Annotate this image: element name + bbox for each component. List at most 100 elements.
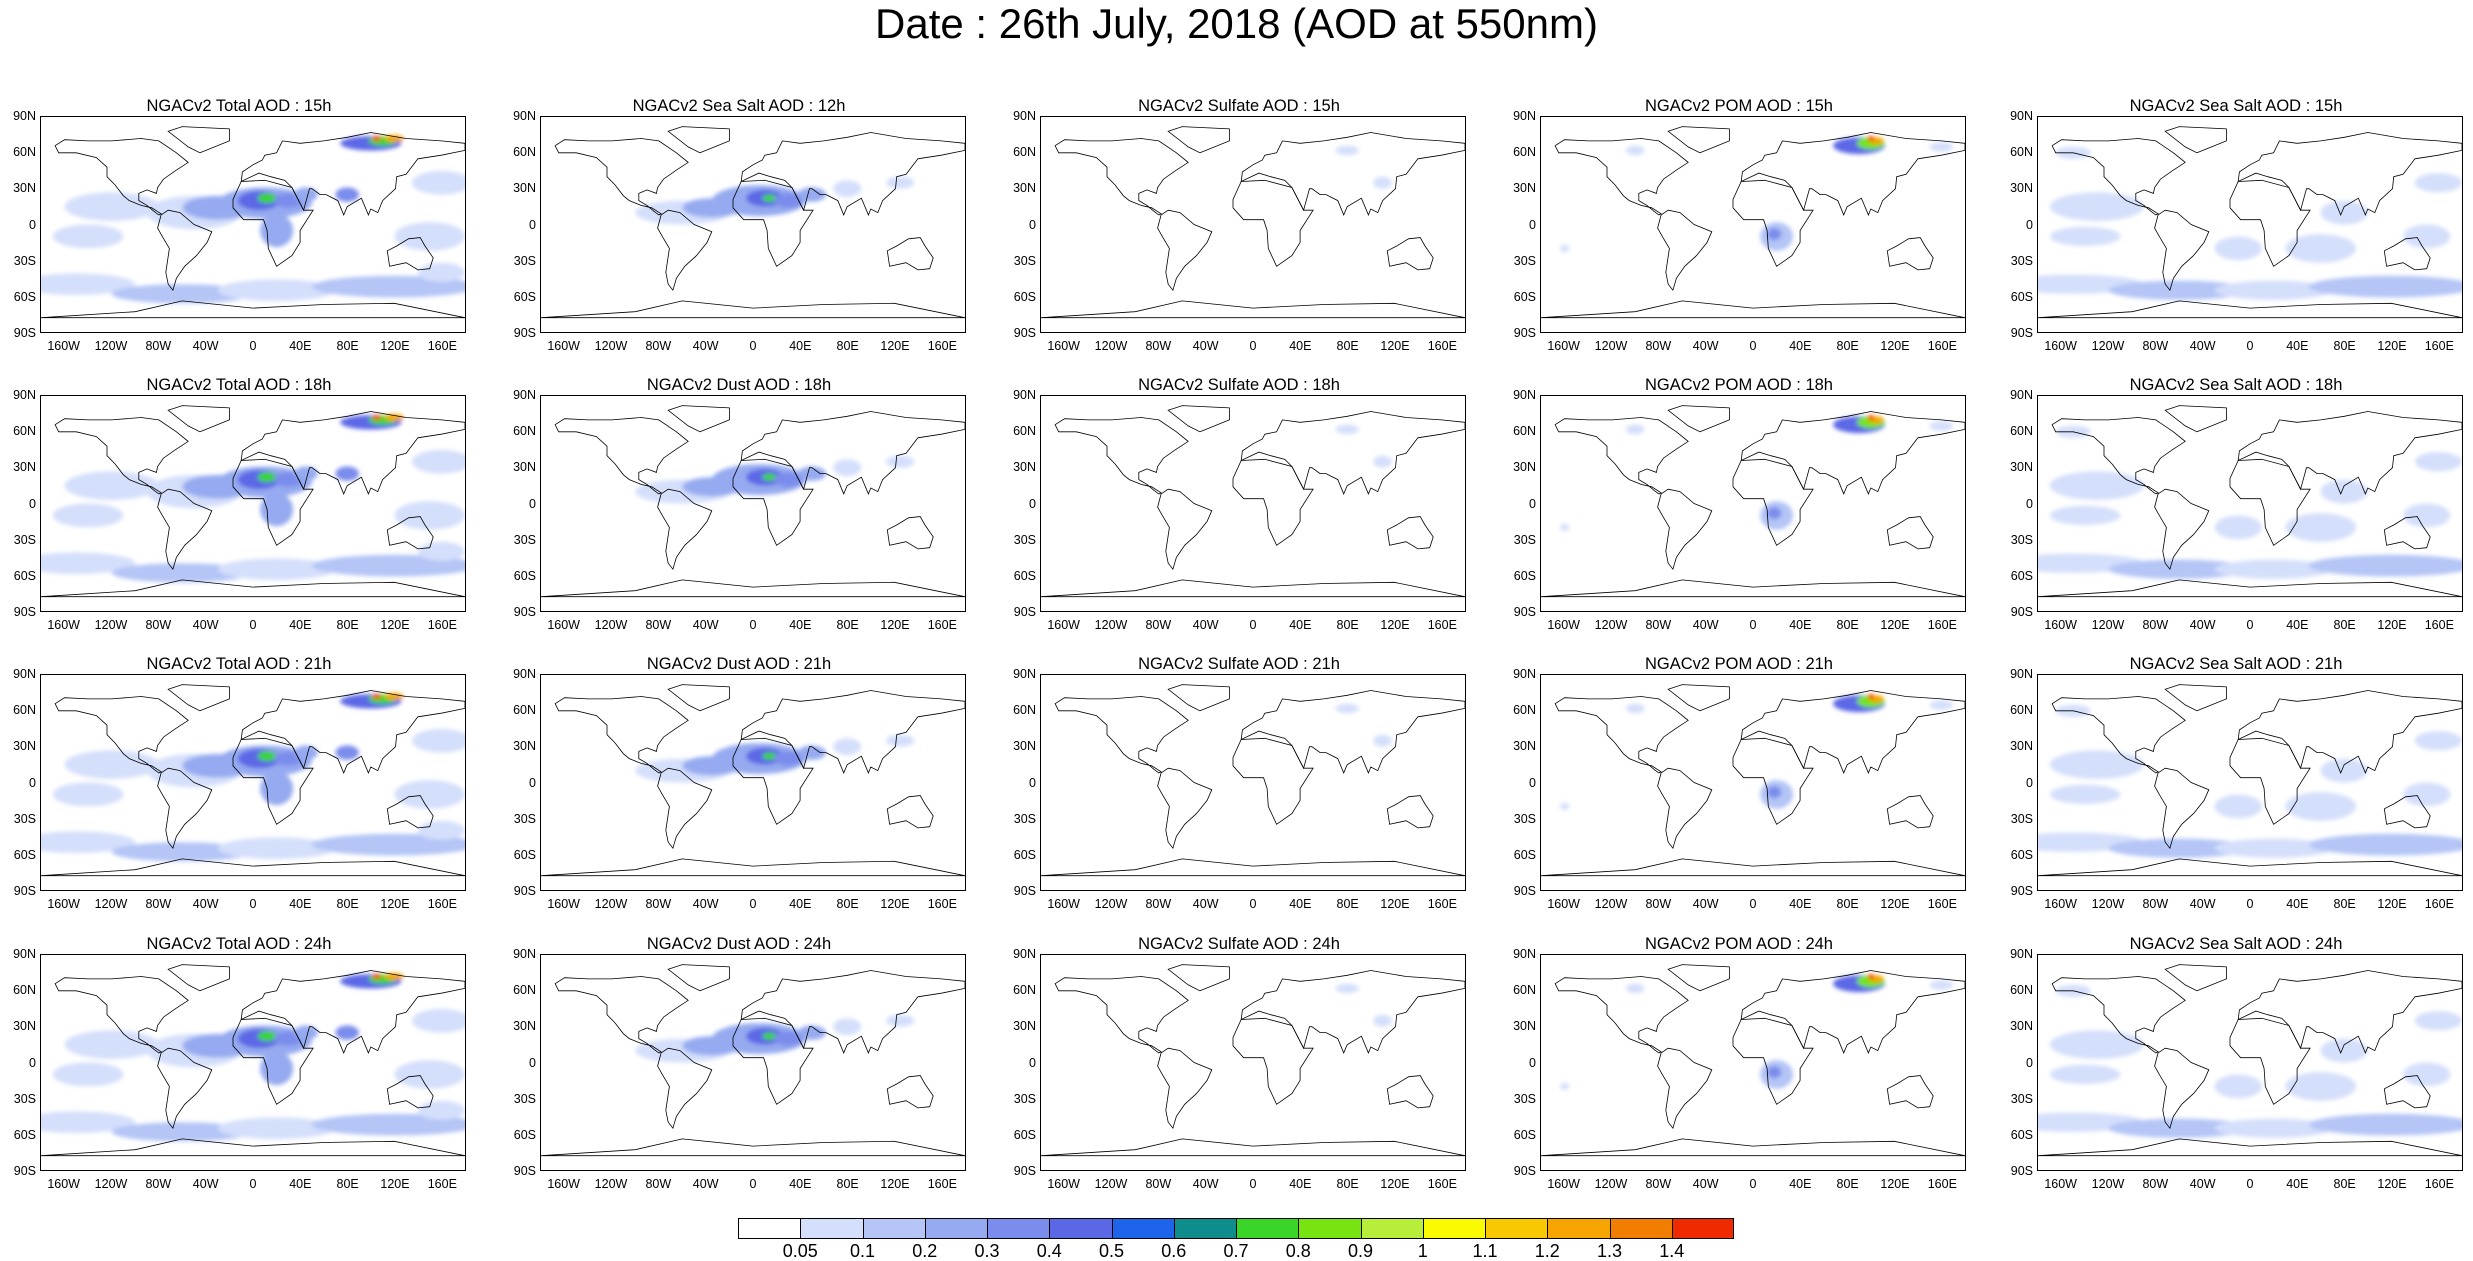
lat-tick-label: 30S (513, 1091, 536, 1106)
lat-tick-label: 90N (513, 388, 536, 402)
coastline (657, 209, 713, 292)
lon-tick-label: 80W (1145, 897, 1172, 911)
coastline (240, 970, 465, 1054)
lat-tick-label: 30S (2010, 253, 2033, 268)
aod-plume (2049, 192, 2144, 221)
coastline (1167, 684, 1230, 712)
aod-plume (2108, 280, 2250, 300)
coastline (1667, 684, 1730, 712)
aod-plume (2403, 782, 2451, 807)
world-map (1040, 116, 1466, 333)
aod-field (1041, 405, 1465, 598)
lat-tick-label: 60S (1013, 568, 1036, 583)
coastline (1554, 976, 1689, 1054)
world-map (1540, 674, 1966, 891)
map-panel: NGACv2 Sea Salt AOD : 21h 90N 60N 30N 0 30S 60… (1997, 654, 2473, 911)
lon-tick-label: 120W (594, 339, 628, 353)
aod-plume (260, 213, 294, 248)
aod-plume (797, 745, 826, 760)
aod-field (1541, 126, 1965, 319)
aod-plume (41, 552, 136, 574)
aod-plume (1559, 802, 1570, 810)
lon-tick-label: 120E (380, 897, 410, 911)
lat-tick-label: 60S (1513, 847, 1536, 862)
coastline (1541, 1138, 1965, 1157)
colorbar-tick-label: 0.8 (1285, 1241, 1311, 1261)
lat-tick-label: 0 (29, 217, 36, 232)
coastline (2154, 1047, 2210, 1130)
lon-tick-label: 160E (1427, 1177, 1457, 1191)
colorbar-tick-label: 0.9 (1347, 1241, 1374, 1261)
lon-tick-label: 120W (594, 618, 628, 632)
lon-tick-label: 0 (1249, 339, 1257, 353)
coastline (2237, 132, 2462, 216)
panel-title: NGACv2 Dust AOD : 24h (646, 935, 832, 953)
panel-title: NGACv2 Sulfate AOD : 18h (1138, 376, 1340, 394)
lon-tick-label: 80E (2333, 618, 2356, 632)
coastline (1054, 976, 1189, 1054)
colorbar-cell (1111, 1218, 1174, 1239)
lat-tick-label: 30N (513, 460, 536, 475)
aod-plume (2214, 794, 2262, 819)
lat-tick-label: 60N (1013, 983, 1036, 998)
aod-colorbar (738, 1218, 1734, 1239)
lat-tick-label: 0 (2026, 1055, 2033, 1070)
coastline (657, 767, 713, 850)
aod-plume (833, 1018, 862, 1036)
lon-tick-label: 40E (2286, 339, 2309, 353)
lon-tick-label: 80E (1336, 1177, 1359, 1191)
lat-tick-label: 60S (513, 289, 536, 304)
lon-tick-label: 80W (145, 897, 172, 911)
aod-plume (833, 180, 862, 198)
lon-tick-label: 160W (2044, 1177, 2077, 1191)
lon-tick-label: 120E (880, 339, 910, 353)
lon-tick-label: 160W (547, 897, 580, 911)
world-map (540, 116, 966, 333)
lon-tick-label: 160E (427, 339, 457, 353)
lon-tick-label: 160E (2424, 897, 2454, 911)
coastline (386, 516, 434, 550)
aod-plume (886, 455, 915, 468)
aod-plume (2108, 838, 2250, 858)
lon-tick-label: 160E (2424, 339, 2454, 353)
lon-tick-label: 80E (1836, 618, 1859, 632)
aod-plume (797, 1025, 826, 1040)
lon-tick-label: 160E (2424, 618, 2454, 632)
coastline (1157, 488, 1213, 571)
aod-plume (1625, 703, 1645, 714)
lat-tick-label: 30S (1013, 811, 1036, 826)
colorbar-cell (1671, 1218, 1734, 1239)
colorbar-tick-label: 0.5 (1098, 1241, 1125, 1261)
coastline (54, 976, 189, 1054)
lon-tick-label: 40W (192, 618, 219, 632)
lon-tick-label: 160E (1427, 618, 1457, 632)
aod-plume (2414, 731, 2462, 751)
lat-tick-label: 90N (1013, 947, 1036, 961)
coastline (886, 237, 934, 271)
world-map (2037, 116, 2463, 333)
lat-tick-label: 30N (13, 1019, 36, 1034)
colorbar-cell (1236, 1218, 1299, 1239)
lon-tick-label: 120E (1380, 339, 1410, 353)
coastline (1740, 132, 1965, 216)
aod-plume (833, 738, 862, 756)
aod-plume (1373, 734, 1392, 747)
lat-tick-label: 60S (1013, 847, 1036, 862)
aod-field (1041, 964, 1465, 1157)
map-panel: NGACv2 Sea Salt AOD : 15h 90N 60N 30N 0 30S 60… (1997, 96, 2473, 353)
coastline (1740, 970, 1965, 1054)
aod-plume (217, 279, 336, 301)
colorbar-cell (1049, 1218, 1112, 1239)
lat-tick-label: 30S (1513, 253, 1536, 268)
lat-tick-label: 0 (1529, 496, 1536, 511)
lon-tick-label: 80W (645, 1177, 672, 1191)
lat-tick-label: 60S (1513, 1127, 1536, 1142)
lon-tick-label: 160W (47, 618, 80, 632)
lat-tick-label: 60N (2010, 145, 2033, 160)
aod-plume (2308, 554, 2462, 577)
coastline (1041, 1138, 1465, 1157)
aod-plume (1373, 176, 1392, 189)
aod-plume (2285, 513, 2356, 542)
coastline (1886, 237, 1934, 271)
lat-tick-label: 30N (2010, 1019, 2033, 1034)
